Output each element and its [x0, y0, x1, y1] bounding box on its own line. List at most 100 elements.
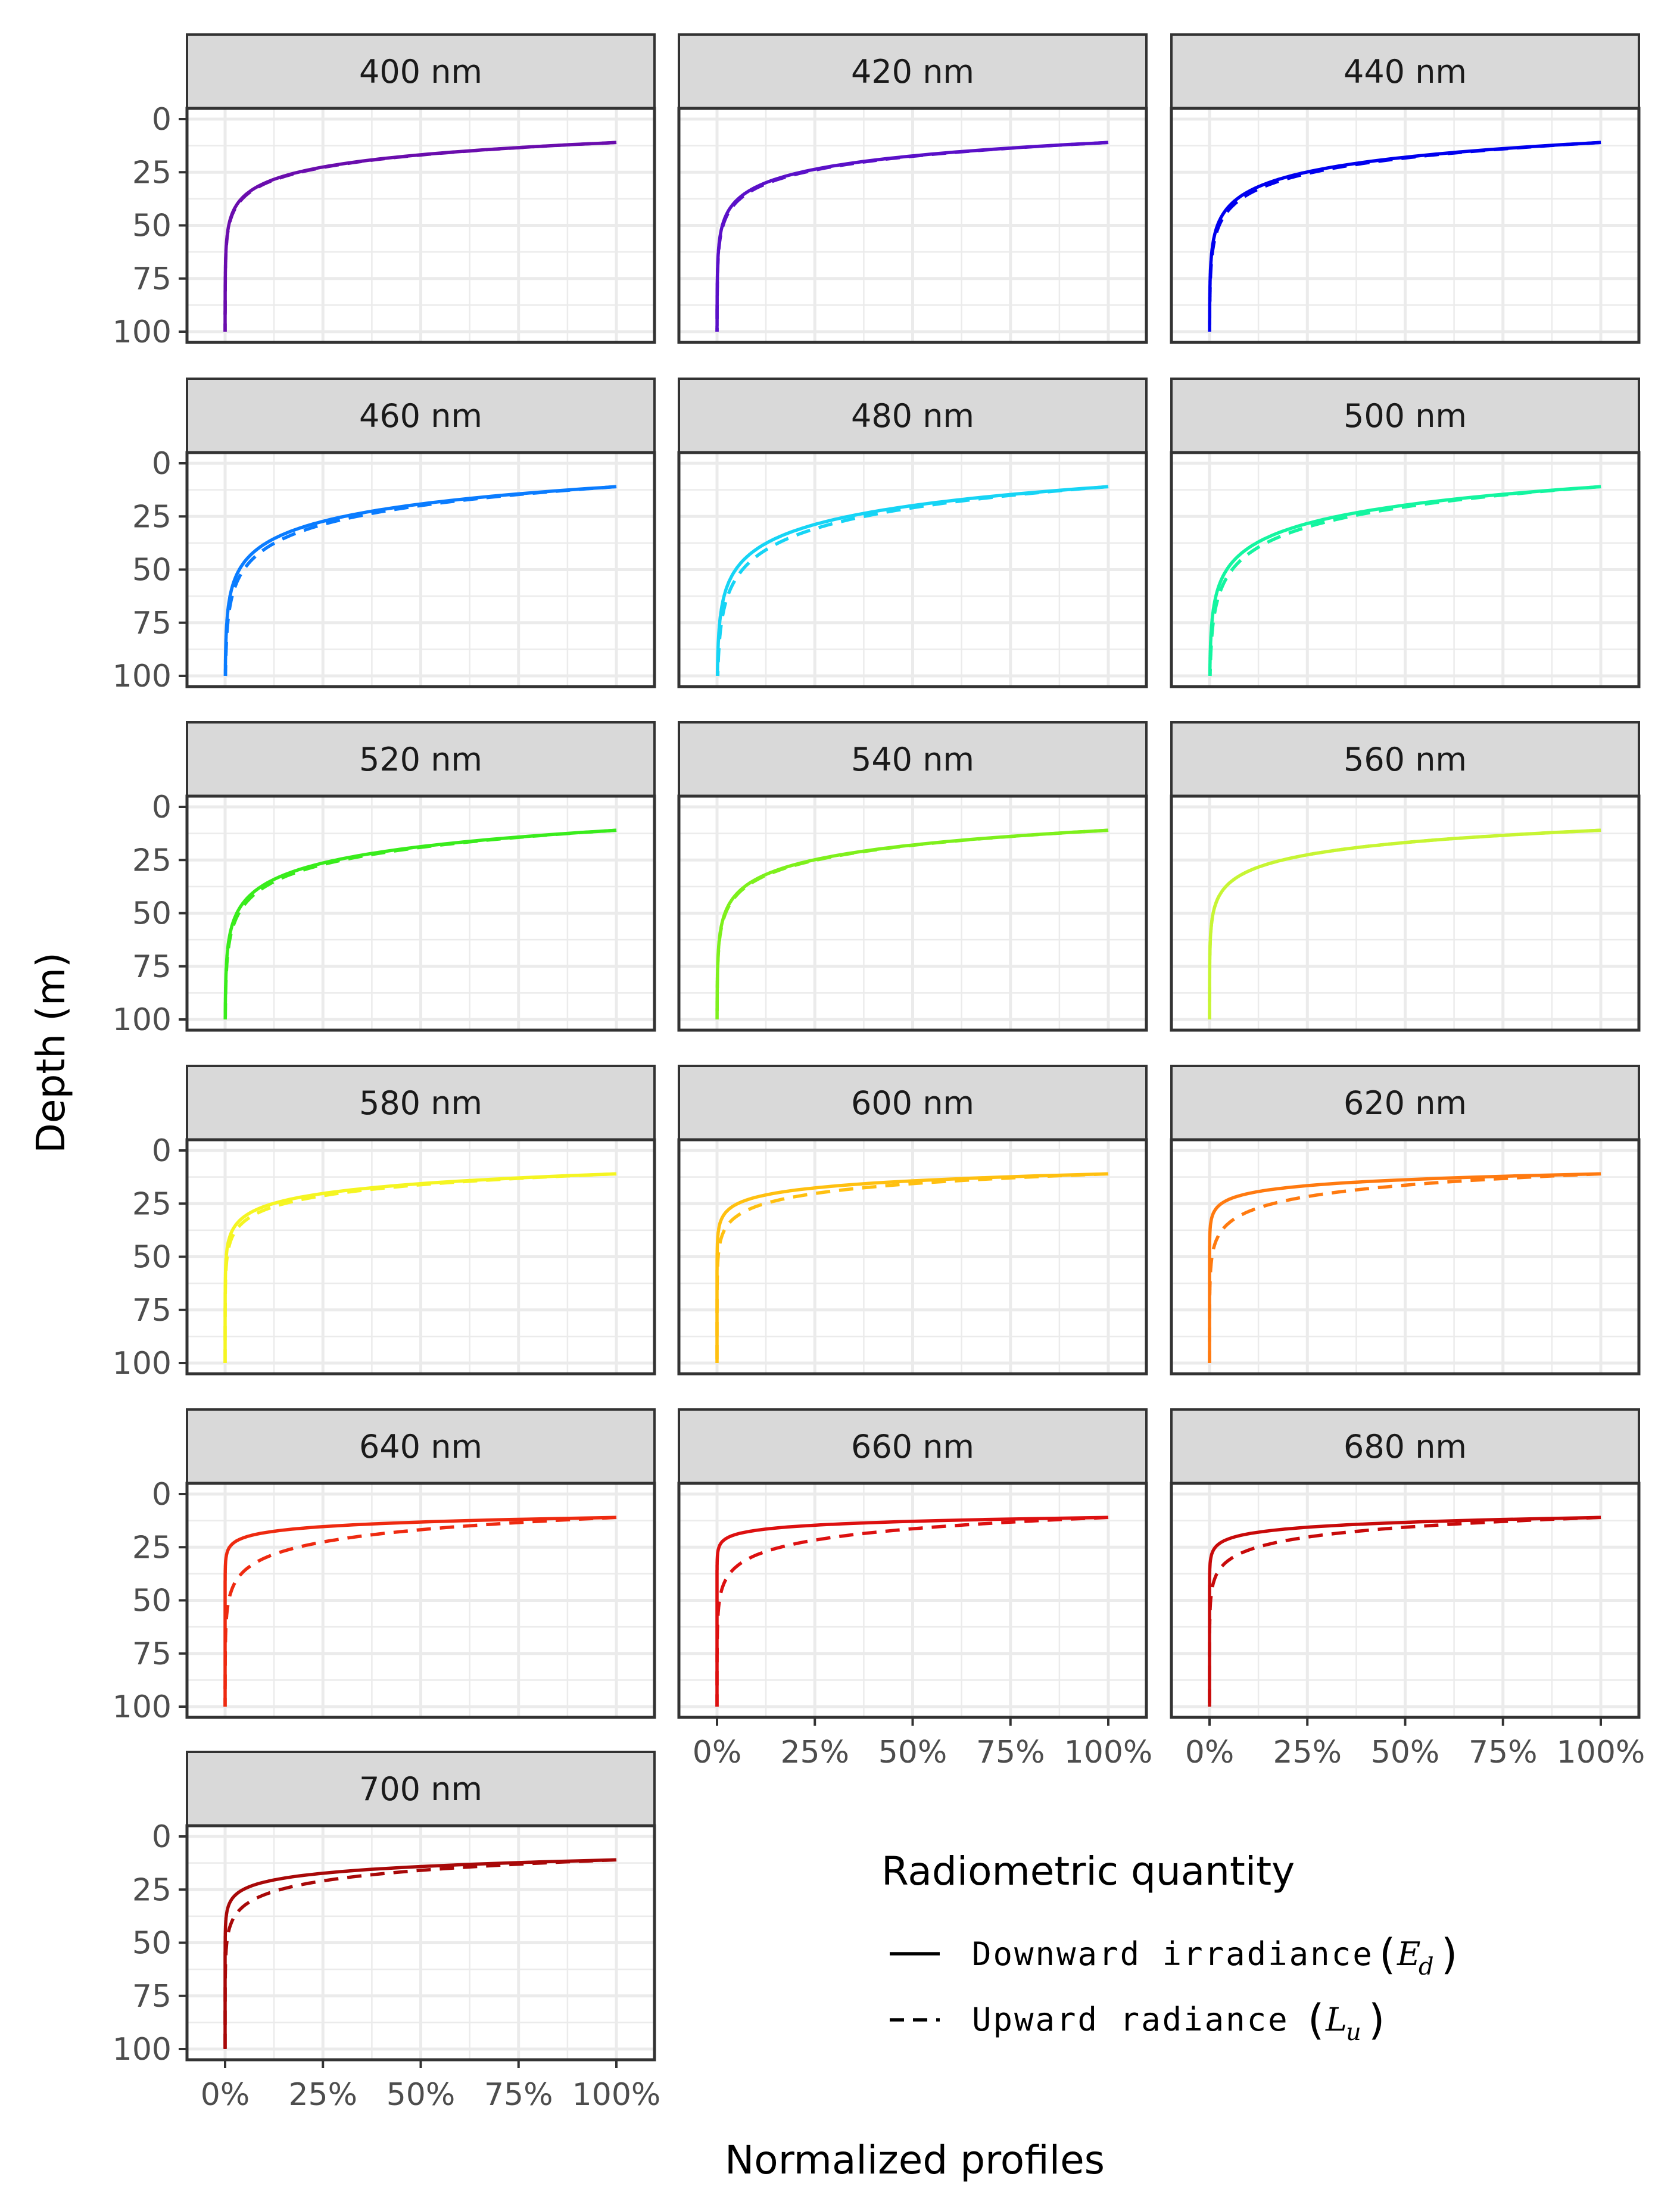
- x-tick-label: 100%: [572, 2077, 661, 2113]
- x-tick-label: 100%: [1557, 1735, 1645, 1770]
- legend-symbol-ed: E: [1397, 1935, 1420, 1973]
- series-line-downward-irradiance: [223, 1172, 617, 1364]
- panel-grid: [679, 1483, 1146, 1717]
- x-tick-label: 0%: [201, 2077, 250, 2113]
- facet-strip: [678, 1408, 1148, 1485]
- x-tick-label: 75%: [484, 2077, 553, 2113]
- facet-strip: [678, 1065, 1148, 1141]
- facet-panel: 700 nm 0 25 50 75 100: [113, 1751, 656, 2067]
- series-line-downward-irradiance: [223, 485, 617, 676]
- y-tick-label: 100: [113, 2032, 172, 2067]
- facet-panel: 640 nm 0 25 50 75 100: [113, 1408, 656, 1725]
- panel-grid: [1171, 108, 1639, 342]
- facet-panel: 680 nm: [1170, 1408, 1641, 1719]
- y-tick-label: 50: [132, 896, 172, 932]
- panel-border: [1170, 1138, 1641, 1376]
- facet-strip-label: 600 nm: [851, 1084, 974, 1122]
- y-tick-label: 75: [132, 949, 172, 985]
- x-axis: 0% 25% 50% 75% 100%: [201, 2060, 661, 2113]
- y-tick-label: 0: [152, 446, 172, 482]
- facet-panel: 420 nm: [677, 33, 1148, 344]
- y-tick-label: 0: [152, 1819, 172, 1855]
- facet-strip: [1170, 33, 1640, 110]
- y-tick-label: 75: [132, 261, 172, 297]
- y-tick-label: 0: [152, 1133, 172, 1169]
- y-tick-label: 75: [132, 1979, 172, 2014]
- series-line-downward-irradiance: [223, 141, 617, 332]
- facet-panel: 440 nm: [1170, 33, 1641, 344]
- y-tick-label: 25: [132, 1530, 172, 1566]
- y-tick-label: 75: [132, 606, 172, 641]
- panel-grid: [187, 796, 654, 1030]
- y-axis-title: Depth (m): [28, 952, 74, 1153]
- y-tick-label: 50: [132, 208, 172, 244]
- y-tick-label: 50: [132, 1926, 172, 1961]
- y-tick-label: 100: [113, 1689, 172, 1725]
- panel-border: [677, 107, 1148, 344]
- series-line-upward-radiance: [716, 485, 1109, 676]
- facet-strip: [186, 33, 656, 110]
- x-axis: 0% 25% 50% 75% 100%: [693, 1717, 1152, 1770]
- y-tick-label: 25: [132, 1186, 172, 1222]
- legend-paren-close-2: ): [1369, 1995, 1385, 2044]
- y-tick-label: 100: [113, 314, 172, 350]
- y-axis: 0 25 50 75 100: [113, 790, 187, 1038]
- x-axes-layer: 0% 25% 50% 75% 100% 0% 25% 50% 75% 100% 0% 25% 50% 75…: [201, 1717, 1645, 2113]
- y-tick-label: 100: [113, 1002, 172, 1038]
- facet-strip: [186, 1751, 656, 1827]
- x-tick-label: 25%: [780, 1735, 849, 1770]
- y-tick-label: 25: [132, 843, 172, 878]
- y-tick-label: 25: [132, 155, 172, 191]
- legend-paren-open-1: (: [1379, 1930, 1395, 1979]
- panel-grid: [1171, 453, 1639, 687]
- x-axis-title: Normalized profiles: [725, 2137, 1105, 2183]
- facet-panel: 540 nm: [677, 721, 1148, 1032]
- y-tick-label: 25: [132, 1872, 172, 1908]
- facet-panel: 460 nm 0 25 50 75 100: [113, 378, 656, 694]
- facet-strip-label: 480 nm: [851, 397, 974, 435]
- facet-strip-label: 700 nm: [359, 1770, 482, 1808]
- y-axis: 0 25 50 75 100: [113, 446, 187, 694]
- legend: Radiometric quantity Downward irradiance…: [881, 1848, 1457, 2046]
- facet-panel: 620 nm: [1170, 1065, 1641, 1376]
- facet-strip-label: 580 nm: [359, 1084, 482, 1122]
- legend-paren-open-2: (: [1308, 1995, 1324, 2044]
- x-tick-label: 25%: [288, 2077, 357, 2113]
- facet-panel: 480 nm: [677, 378, 1148, 688]
- series-line-downward-irradiance: [715, 141, 1109, 332]
- facet-panel: 580 nm 0 25 50 75 100: [113, 1065, 656, 1382]
- legend-title: Radiometric quantity: [881, 1848, 1295, 1894]
- panel-border: [1170, 794, 1641, 1032]
- series-line-downward-irradiance: [1208, 1515, 1601, 1707]
- legend-subscript-d: d: [1419, 1953, 1434, 1981]
- facet-strip: [1170, 1408, 1640, 1485]
- x-tick-label: 0%: [693, 1735, 742, 1770]
- y-tick-label: 50: [132, 1583, 172, 1619]
- panel-grid: [679, 1140, 1146, 1374]
- panel-border: [677, 1138, 1148, 1376]
- facet-strip-label: 680 nm: [1344, 1428, 1467, 1465]
- y-tick-label: 25: [132, 499, 172, 535]
- facet-strip: [678, 721, 1148, 797]
- panel-border: [677, 794, 1148, 1032]
- facet-strip-label: 520 nm: [359, 741, 482, 778]
- x-tick-label: 50%: [878, 1735, 947, 1770]
- facet-strip-label: 440 nm: [1344, 53, 1467, 91]
- facet-strip-label: 540 nm: [851, 741, 974, 778]
- facet-strip-label: 640 nm: [359, 1428, 482, 1465]
- facet-strip-label: 400 nm: [359, 53, 482, 91]
- panel-grid: [187, 108, 654, 342]
- series-line-downward-irradiance: [715, 1515, 1109, 1707]
- panel-grid: [679, 108, 1146, 342]
- series-line-downward-irradiance: [223, 828, 617, 1020]
- y-axis: 0 25 50 75 100: [113, 1819, 187, 2067]
- y-tick-label: 100: [113, 659, 172, 694]
- facet-strip: [186, 378, 656, 454]
- panel-grid: [187, 1140, 654, 1374]
- y-tick-label: 100: [113, 1346, 172, 1382]
- facet-panel: 500 nm: [1170, 378, 1641, 688]
- facet-panel: 560 nm: [1170, 721, 1641, 1032]
- panel-grid: [679, 796, 1146, 1030]
- series-line-downward-irradiance: [223, 1858, 617, 2050]
